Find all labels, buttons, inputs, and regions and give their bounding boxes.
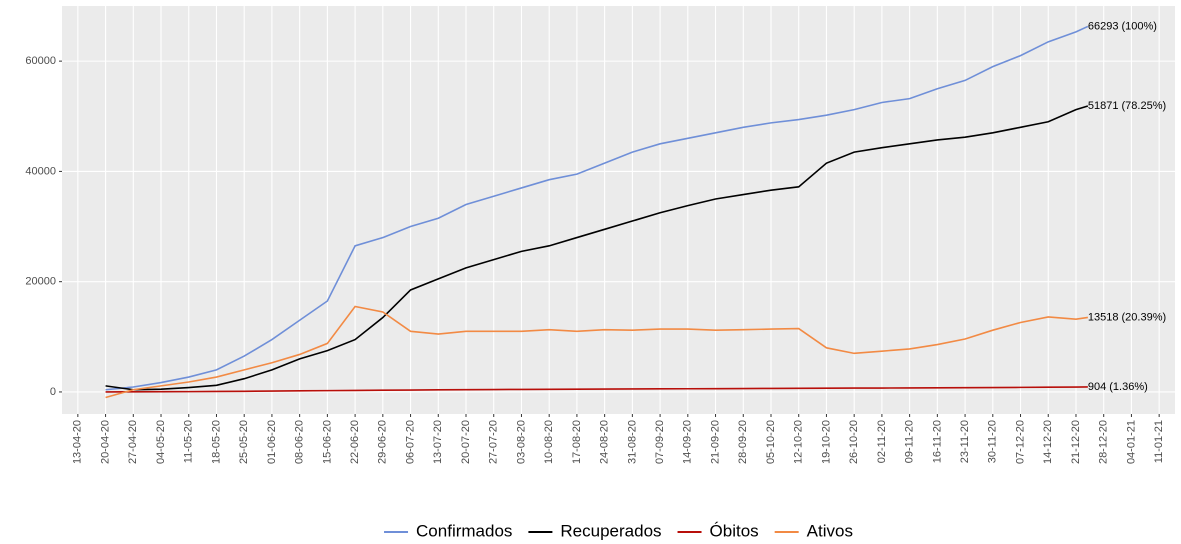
- x-tick-label: 15-06-20: [321, 420, 333, 464]
- y-tick-label: 40000: [25, 165, 56, 177]
- x-tick-label: 05-10-20: [765, 420, 777, 464]
- end-label: 904 (1.36%): [1088, 381, 1148, 393]
- x-tick-label: 14-12-20: [1042, 420, 1054, 464]
- x-tick-label: 13-07-20: [432, 420, 444, 464]
- series-line: [105, 105, 1089, 391]
- x-tick-label: 20-04-20: [99, 420, 111, 464]
- x-tick-label: 21-12-20: [1070, 420, 1082, 464]
- x-tick-label: 13-04-20: [72, 420, 84, 464]
- x-tick-label: 14-09-20: [682, 420, 694, 464]
- legend: Confirmados Recuperados Óbitos Ativos: [384, 521, 853, 540]
- series-line: [105, 386, 1088, 393]
- series-line: [105, 25, 1089, 391]
- x-tick-label: 11-01-21: [1153, 420, 1165, 463]
- x-tick-label: 01-06-20: [266, 420, 278, 464]
- x-tick-label: 03-08-20: [515, 420, 527, 464]
- y-tick-label: 20000: [25, 276, 56, 288]
- x-tick-label: 04-05-20: [155, 420, 167, 464]
- x-tick-label: 07-09-20: [654, 420, 666, 464]
- legend-label: Confirmados: [416, 521, 512, 540]
- x-tick-label: 04-01-21: [1125, 420, 1137, 464]
- y-tick-label: 60000: [25, 55, 56, 67]
- x-tick-label: 24-08-20: [599, 420, 611, 464]
- end-label: 66293 (100%): [1088, 20, 1157, 32]
- x-tick-label: 22-06-20: [349, 420, 361, 464]
- legend-label: Recuperados: [560, 521, 661, 540]
- x-tick-label: 08-06-20: [294, 420, 306, 464]
- x-tick-label: 16-11-20: [931, 420, 943, 463]
- legend-label: Ativos: [807, 521, 853, 540]
- x-tick-label: 02-11-20: [876, 420, 888, 463]
- x-tick-label: 09-11-20: [904, 420, 916, 463]
- legend-label: Óbitos: [710, 521, 759, 540]
- y-tick-label: 0: [50, 386, 56, 398]
- x-tick-label: 20-07-20: [460, 420, 472, 464]
- x-tick-label: 29-06-20: [377, 420, 389, 464]
- x-tick-label: 28-12-20: [1098, 420, 1110, 464]
- x-tick-label: 06-07-20: [404, 420, 416, 464]
- x-tick-label: 25-05-20: [238, 420, 250, 464]
- x-tick-label: 27-07-20: [488, 420, 500, 464]
- x-tick-label: 18-05-20: [210, 420, 222, 464]
- x-tick-label: 23-11-20: [959, 420, 971, 463]
- x-tick-label: 28-09-20: [737, 420, 749, 464]
- x-tick-label: 31-08-20: [626, 420, 638, 464]
- x-tick-label: 27-04-20: [127, 420, 139, 464]
- series-line: [105, 305, 1088, 399]
- x-tick-label: 21-09-20: [709, 420, 721, 464]
- x-tick-label: 12-10-20: [793, 420, 805, 464]
- x-tick-label: 11-05-20: [183, 420, 195, 463]
- x-tick-label: 19-10-20: [820, 420, 832, 464]
- x-tick-label: 30-11-20: [987, 420, 999, 463]
- x-tick-label: 07-12-20: [1014, 420, 1026, 464]
- x-tick-label: 26-10-20: [848, 420, 860, 464]
- x-tick-label: 10-08-20: [543, 420, 555, 464]
- x-tick-label: 17-08-20: [571, 420, 583, 464]
- end-label: 13518 (20.39%): [1088, 311, 1166, 323]
- end-label: 51871 (78.25%): [1088, 100, 1166, 112]
- panel: [62, 6, 1175, 414]
